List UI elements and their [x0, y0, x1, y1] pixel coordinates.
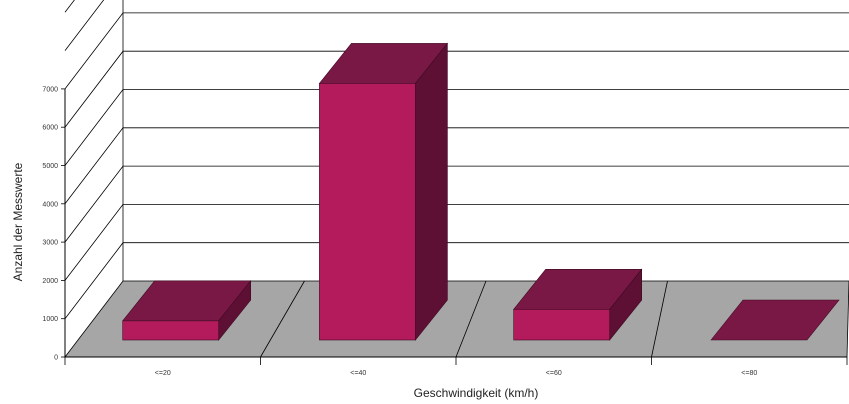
- y-tick-label: 3000: [42, 240, 58, 247]
- x-tick-label: <=60: [546, 370, 562, 377]
- bar-front-face: [319, 83, 415, 340]
- bar: [319, 43, 447, 340]
- x-tick-label: <=40: [350, 370, 366, 377]
- y-tick-label: 0: [54, 355, 58, 362]
- gridline: [65, 0, 849, 12]
- y-tick-label: 7000: [42, 86, 58, 93]
- y-tick-label: 1000: [42, 316, 58, 323]
- bar-side-face: [415, 43, 447, 340]
- bar-front-face: [514, 309, 610, 340]
- y-tick-label: 5000: [42, 163, 58, 170]
- gridline: [65, 0, 849, 51]
- y-tick-label: 4000: [42, 201, 58, 208]
- gridlines: [65, 0, 849, 319]
- y-tick-label: 2000: [42, 278, 58, 285]
- x-tick-label: <=80: [741, 370, 757, 377]
- y-axis-title: Anzahl der Messwerte: [11, 162, 25, 281]
- bar-front-face: [123, 321, 219, 340]
- x-axis-title: Geschwindigkeit (km/h): [414, 386, 539, 400]
- y-tick-label: 6000: [42, 125, 58, 132]
- x-tick-label: <=20: [155, 370, 171, 377]
